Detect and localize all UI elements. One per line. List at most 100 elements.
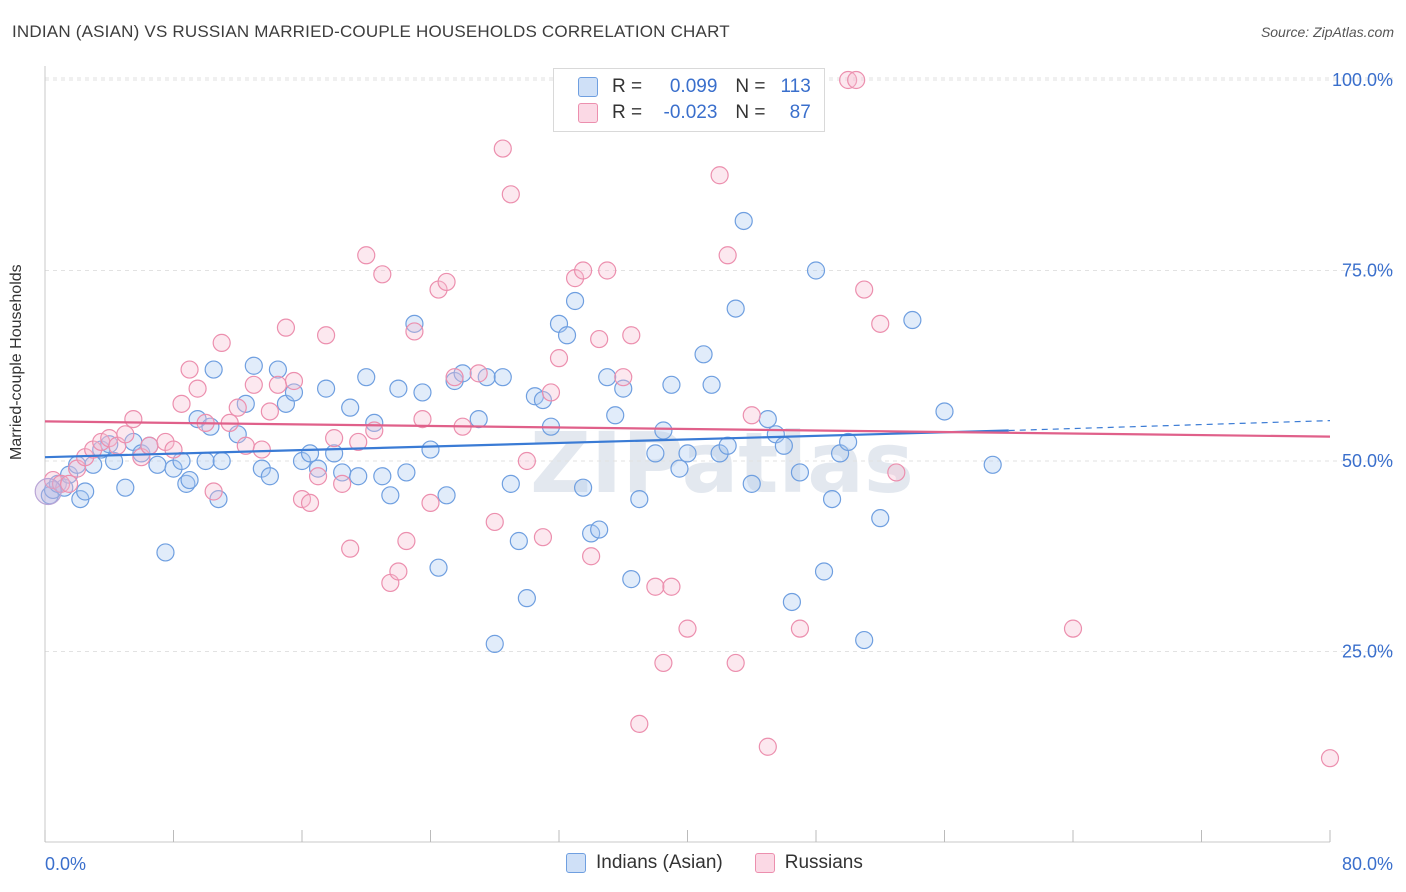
point-russians — [726, 653, 745, 673]
legend-swatch-russians — [754, 853, 775, 873]
point-indians — [405, 314, 424, 333]
trendline-russians — [44, 420, 1331, 438]
point-indians — [654, 421, 673, 440]
point-russians — [228, 398, 247, 417]
point-russians — [501, 185, 520, 204]
point-indians — [76, 482, 95, 501]
point-indians — [429, 558, 448, 577]
point-russians — [630, 714, 649, 733]
point-indians — [662, 375, 681, 394]
legend-item-russians: Russians — [754, 852, 863, 874]
point-indians — [212, 451, 231, 471]
point-indians — [774, 436, 793, 455]
point-russians — [742, 406, 761, 425]
point-russians — [124, 409, 143, 429]
point-indians — [557, 326, 577, 345]
point-russians — [590, 329, 609, 349]
point-russians — [252, 440, 271, 459]
point-indians — [622, 570, 641, 589]
point-russians — [116, 425, 135, 444]
trendline-indians-extension — [1008, 420, 1331, 432]
point-indians — [341, 398, 360, 417]
point-russians — [164, 440, 183, 459]
point-russians — [855, 280, 874, 299]
legend-r-label: R = — [612, 76, 643, 97]
point-russians — [413, 409, 432, 429]
point-indians — [196, 451, 215, 471]
point-indians — [493, 368, 512, 387]
point-russians — [622, 326, 641, 345]
point-cluster — [34, 477, 62, 506]
point-indians — [903, 310, 922, 330]
point-russians — [541, 383, 561, 402]
point-russians — [316, 326, 336, 345]
point-indians — [678, 444, 697, 463]
legend-n-value: 87 — [789, 102, 811, 123]
point-russians — [300, 493, 320, 513]
point-indians — [485, 634, 504, 653]
point-russians — [405, 322, 424, 341]
point-russians — [549, 349, 569, 368]
point-russians — [421, 493, 440, 513]
point-indians — [855, 630, 874, 650]
point-indians — [104, 451, 124, 471]
point-indians — [871, 509, 890, 528]
point-russians — [573, 261, 593, 280]
point-indians — [630, 490, 649, 509]
point-indians — [156, 543, 175, 562]
point-indians — [782, 592, 802, 612]
point-indians — [268, 360, 288, 379]
source-label: Source: ZipAtlas.com — [1260, 24, 1394, 40]
point-russians — [276, 318, 296, 337]
y-tick-label: 25.0% — [1342, 642, 1393, 662]
point-russians — [140, 436, 159, 455]
point-russians — [582, 547, 601, 566]
point-indians — [204, 360, 223, 379]
point-indians — [357, 368, 376, 387]
point-russians — [445, 368, 464, 387]
point-indians — [300, 444, 320, 463]
legend-r-value: 0.099 — [669, 76, 718, 97]
point-indians — [573, 478, 593, 497]
point-russians — [1320, 749, 1340, 768]
legend-label-indians: Indians (Asian) — [596, 852, 723, 873]
legend-r-label: R = — [612, 102, 643, 123]
point-russians — [180, 360, 199, 379]
point-russians — [1063, 619, 1083, 638]
x-tick-label: 80.0% — [1342, 854, 1393, 874]
x-tick-label: 0.0% — [45, 854, 86, 874]
point-indians — [742, 474, 761, 493]
legend-swatch-indians — [566, 853, 586, 873]
point-russians — [678, 619, 697, 638]
point-indians — [646, 444, 665, 463]
point-indians — [244, 356, 263, 375]
point-russians — [871, 314, 890, 333]
point-indians — [726, 299, 745, 318]
point-russians — [397, 531, 416, 551]
point-russians — [437, 272, 456, 292]
point-russians — [533, 528, 553, 547]
point-russians — [172, 394, 191, 413]
point-indians — [814, 562, 834, 581]
legend-label-russians: Russians — [784, 852, 863, 873]
point-indians — [501, 474, 520, 493]
point-russians — [188, 379, 207, 398]
point-russians — [341, 539, 360, 558]
legend-r-value: -0.023 — [663, 102, 718, 123]
point-indians — [260, 467, 279, 486]
legend-swatch-indians — [578, 77, 598, 97]
point-russians — [357, 246, 376, 265]
y-tick-label: 75.0% — [1342, 261, 1393, 281]
point-indians — [437, 486, 456, 505]
point-indians — [718, 436, 737, 455]
point-indians — [694, 345, 713, 364]
point-russians — [284, 371, 304, 391]
point-russians — [646, 577, 665, 596]
point-russians — [654, 653, 673, 673]
point-russians — [59, 474, 79, 493]
legend-item-indians: Indians (Asian) — [566, 852, 723, 874]
y-tick-label: 50.0% — [1342, 451, 1393, 471]
point-indians — [983, 455, 1002, 474]
point-indians — [565, 291, 585, 311]
point-russians — [204, 482, 223, 501]
